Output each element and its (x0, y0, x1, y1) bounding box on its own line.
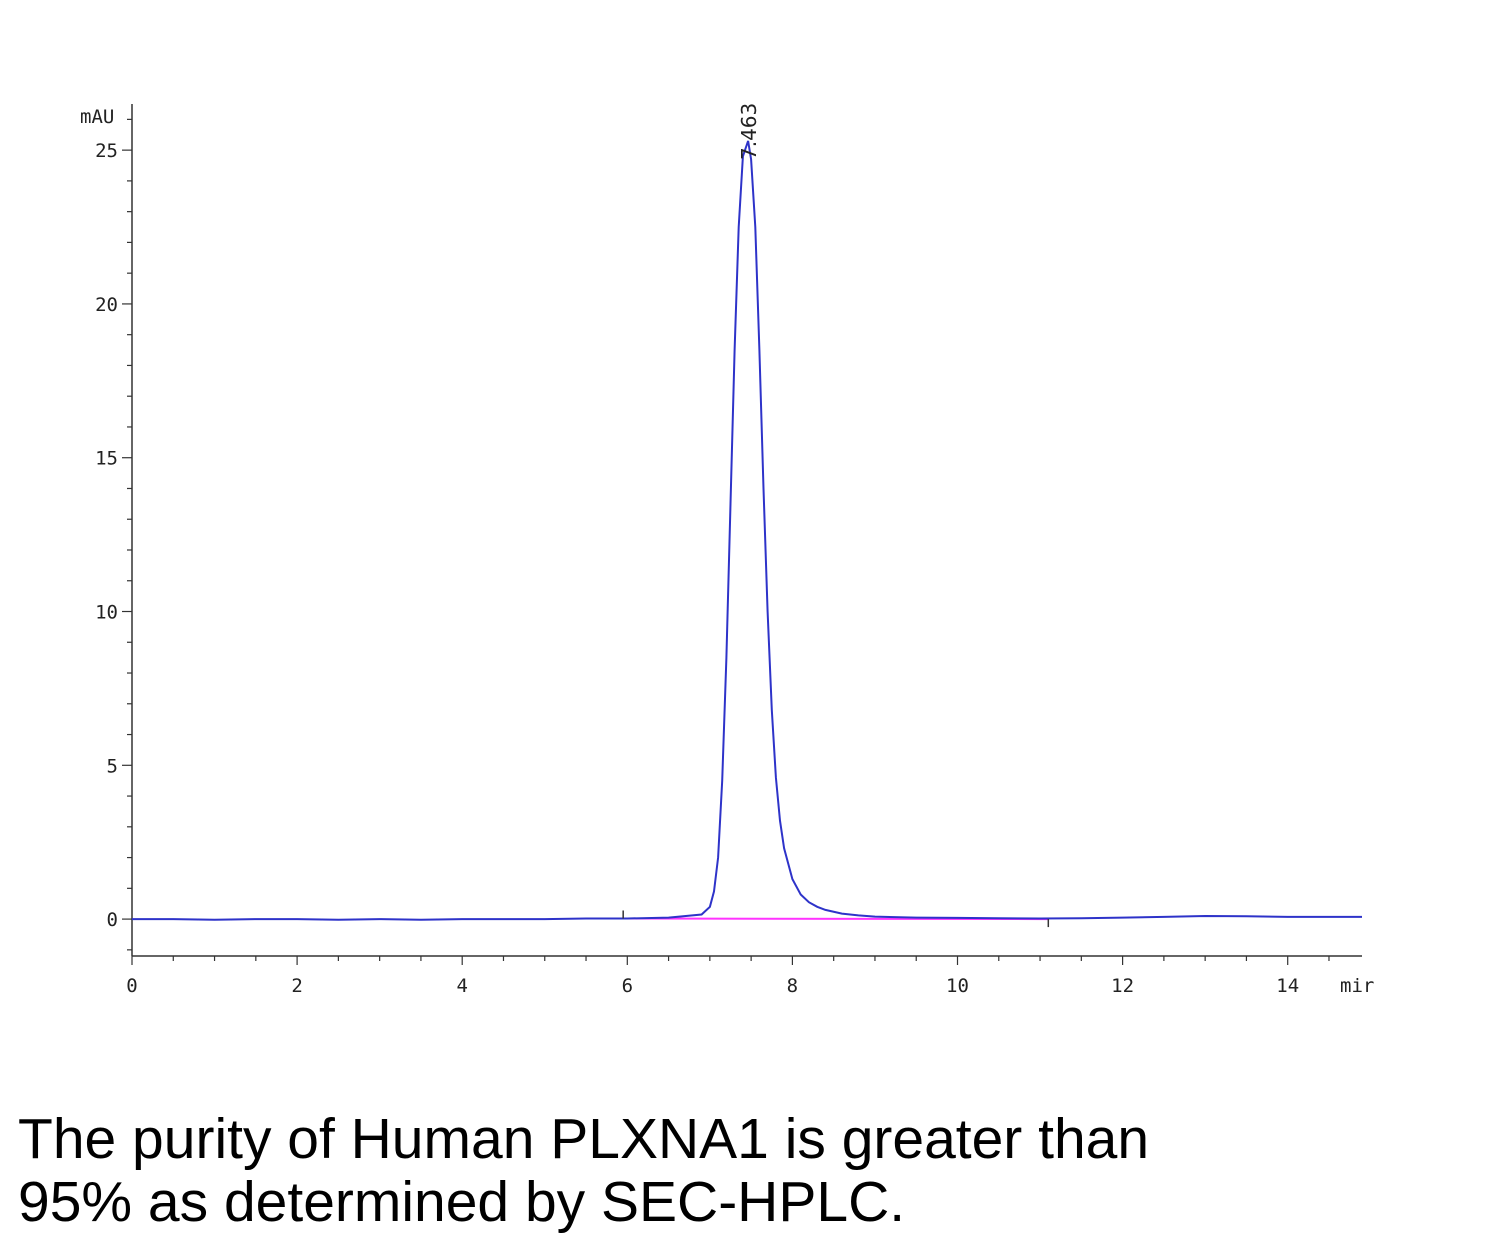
x-tick-label: 2 (291, 975, 302, 997)
caption-line-1: The purity of Human PLXNA1 is greater th… (18, 1107, 1150, 1171)
y-tick-label: 25 (95, 140, 118, 162)
peak-retention-time-label: 7.463 (737, 103, 761, 160)
chromatogram-trace (132, 140, 1362, 921)
x-axis-ticks: 0 2 4 6 8 10 12 14 (126, 956, 1330, 997)
y-axis-unit-label: mAU (80, 106, 114, 128)
x-tick-label: 8 (787, 975, 798, 997)
y-tick-label: 20 (95, 294, 118, 316)
y-tick-label: 0 (107, 909, 118, 931)
x-tick-label: 10 (946, 975, 969, 997)
x-tick-label: 0 (126, 975, 137, 997)
axes (131, 104, 1362, 957)
y-tick-label: 5 (107, 755, 118, 777)
y-tick-label: 15 (95, 448, 118, 470)
caption: The purity of Human PLXNA1 is greater th… (18, 1108, 1478, 1234)
x-axis-unit-label: mir (1340, 975, 1374, 997)
caption-line-2: 95% as determined by SEC-HPLC. (18, 1170, 906, 1234)
x-tick-label: 6 (622, 975, 633, 997)
chromatogram-chart: 0 2 4 6 8 10 12 14 0 5 10 15 20 25 mAU mir 7.463 (80, 103, 1374, 997)
x-tick-label: 4 (456, 975, 467, 997)
y-axis-ticks: 0 5 10 15 20 25 (95, 118, 132, 951)
series-layer (132, 140, 1362, 928)
x-tick-label: 14 (1276, 975, 1299, 997)
x-tick-label: 12 (1111, 975, 1134, 997)
y-tick-label: 10 (95, 602, 118, 624)
